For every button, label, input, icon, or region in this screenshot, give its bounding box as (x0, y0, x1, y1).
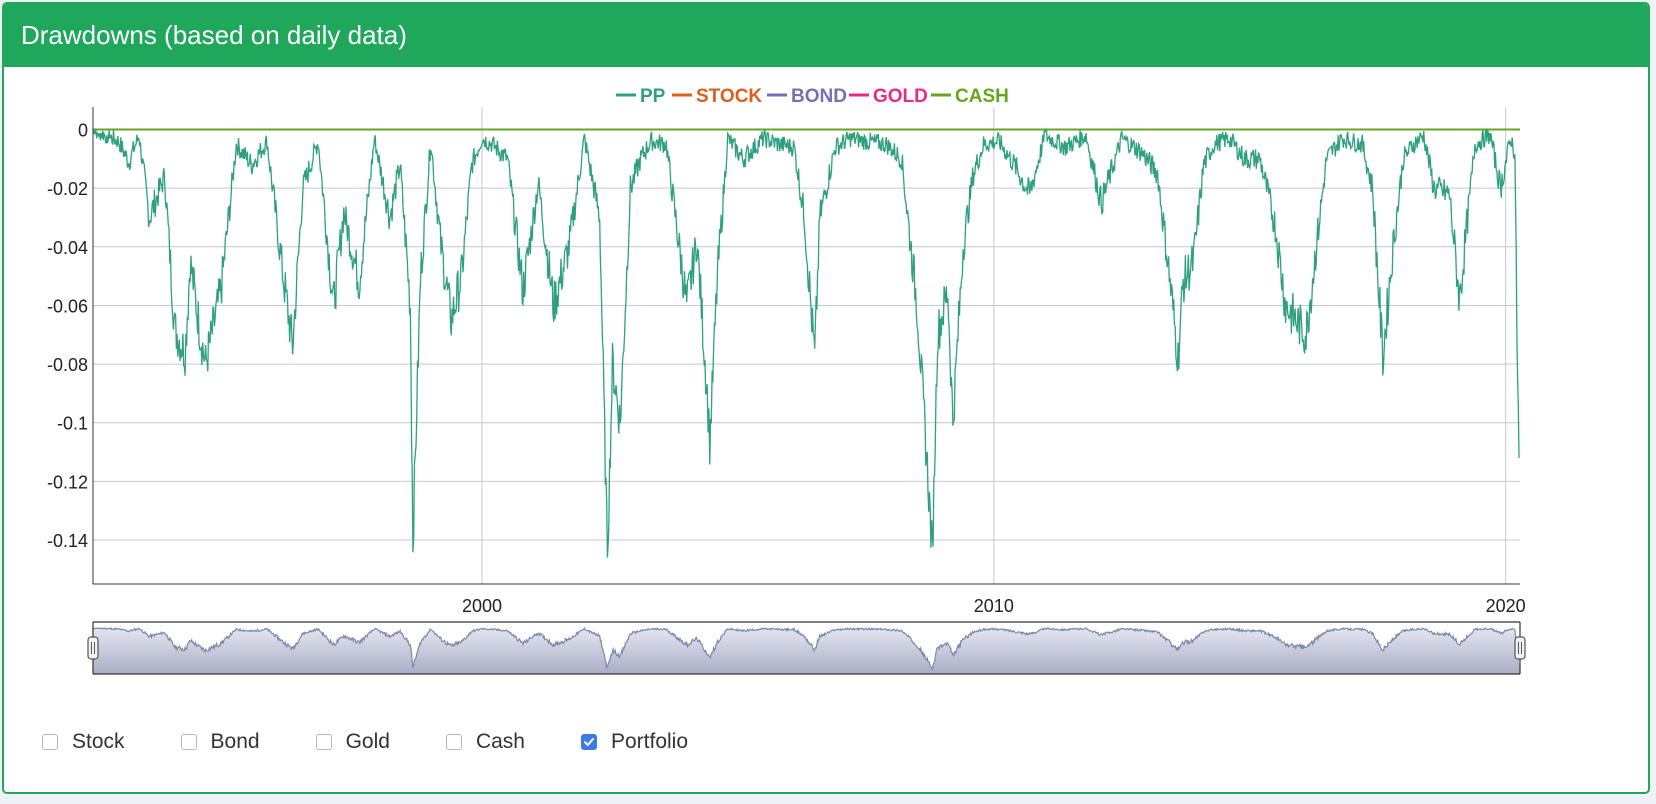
x-tick-label: 2000 (462, 596, 502, 616)
stock-label: Stock (72, 730, 125, 753)
range-navigator[interactable] (87, 621, 1526, 675)
legend[interactable]: PP STOCK BOND GOLD CASH (616, 86, 1009, 107)
gold-label: Gold (345, 730, 390, 753)
stock-checkbox[interactable] (42, 734, 58, 750)
cash-checkbox[interactable] (445, 734, 462, 750)
drawdown-chart[interactable]: 0 -0.02 -0.04 -0.06 -0.08 -0.1 -0.12 -0.14 2000 2… (4, 67, 1650, 727)
legend-label: STOCK (696, 86, 762, 107)
legend-item-pp[interactable]: PP (616, 86, 666, 107)
navigator-right-handle[interactable] (1514, 636, 1526, 660)
legend-item-cash[interactable]: CASH (931, 86, 1009, 107)
handle-grip (87, 636, 99, 660)
toggle-portfolio[interactable]: Portfolio (580, 730, 689, 754)
y-tick-label: -0.08 (47, 355, 88, 375)
panel-title: Drawdowns (based on daily data) (4, 4, 1648, 67)
bond-label: Bond (210, 730, 260, 753)
y-tick-label: -0.04 (47, 238, 88, 258)
legend-label: BOND (791, 86, 847, 107)
series-lines (92, 127, 1520, 558)
bond-checkbox[interactable] (180, 734, 197, 750)
toggle-stock[interactable]: Stock (42, 730, 125, 754)
y-tick-label: 0 (78, 121, 88, 141)
legend-item-stock[interactable]: STOCK (672, 86, 762, 107)
legend-label: PP (640, 86, 666, 107)
y-tick-label: -0.12 (47, 472, 88, 492)
legend-label: GOLD (873, 86, 928, 107)
grid (93, 107, 1520, 584)
y-tick-label: -0.06 (47, 296, 88, 316)
navigator-area (93, 628, 1520, 674)
y-tick-label: -0.02 (47, 179, 88, 199)
handle-grip (1514, 636, 1526, 660)
gold-checkbox[interactable] (315, 734, 332, 750)
legend-label: CASH (955, 86, 1009, 107)
legend-item-gold[interactable]: GOLD (849, 86, 928, 107)
navigator-line (92, 626, 1520, 671)
navigator-left-handle[interactable] (87, 636, 99, 660)
portfolio-label: Portfolio (610, 730, 689, 753)
y-tick-label: -0.1 (57, 414, 88, 434)
x-tick-label: 2020 (1486, 596, 1526, 616)
toggle-gold[interactable]: Gold (315, 730, 390, 754)
x-tick-label: 2010 (974, 596, 1014, 616)
cash-label: Cash (475, 730, 525, 753)
toggle-bond[interactable]: Bond (180, 730, 260, 754)
series-line-pp (92, 127, 1520, 558)
axes: 0 -0.02 -0.04 -0.06 -0.08 -0.1 -0.12 -0.14 2000 2… (47, 107, 1526, 616)
y-tick-label: -0.14 (47, 531, 88, 551)
legend-item-bond[interactable]: BOND (767, 86, 847, 107)
portfolio-checkbox[interactable] (580, 734, 597, 750)
toggle-cash[interactable]: Cash (445, 730, 525, 754)
series-toggles: Stock Bond Gold Cash Portfolio (42, 730, 744, 754)
